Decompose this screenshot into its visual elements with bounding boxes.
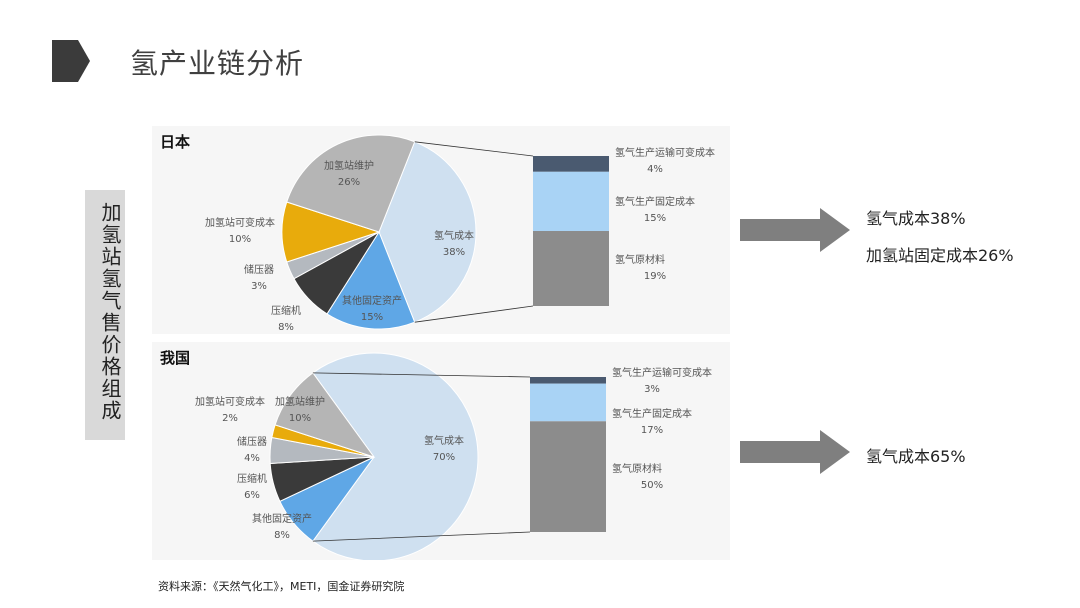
pie-value-label: 15% [361, 312, 383, 323]
pie-value-label: 10% [289, 413, 311, 424]
pie-value-label: 8% [278, 322, 294, 333]
chart-panel-china: 我国 氢气成本 70% 其他固定资产 8% 压缩机 6% 储压器 4% 加氢站可变成本 2% 加氢站… [152, 342, 730, 562]
bar-segment-label: 氢气生产固定成本 [612, 407, 692, 420]
pie-value-label: 10% [229, 234, 251, 245]
bar-segment-value: 17% [641, 425, 663, 436]
arrow-right-icon [740, 430, 850, 474]
chart-title-japan: 日本 [160, 133, 191, 151]
pie-value-label: 4% [244, 453, 260, 464]
bar-segment-label: 氢气原材料 [615, 253, 665, 266]
bar-segment-value: 50% [641, 480, 663, 491]
pie-label: 储压器 [244, 263, 274, 276]
bar-segment-0 [533, 156, 609, 172]
pie-label: 其他固定资产 [252, 512, 312, 525]
pie-label: 加氢站维护 [275, 395, 325, 408]
side-label: 加氢站氢气售价格组成 [98, 202, 122, 422]
page-title: 氢产业链分析 [130, 47, 305, 80]
pie-label: 加氢站维护 [324, 159, 374, 172]
bar-segment-value: 3% [644, 384, 660, 395]
pie-value-label: 6% [244, 490, 260, 501]
connector-line [414, 305, 534, 323]
bar-segment-label: 氢气生产运输可变成本 [612, 366, 712, 379]
pie-value-label: 26% [338, 177, 360, 188]
bar-segment-2 [530, 421, 606, 532]
bar-segment-1 [533, 171, 609, 231]
bar-segment-label: 氢气原材料 [612, 462, 662, 475]
title-marker-icon [52, 40, 90, 82]
pie-value-label: 2% [222, 413, 238, 424]
bar-segment-label: 氢气生产运输可变成本 [615, 146, 715, 159]
bar-segment-value: 19% [644, 271, 666, 282]
pie-slice-0 [378, 141, 477, 323]
pie-value-label: 8% [274, 530, 290, 541]
pie-slice-1 [326, 230, 416, 330]
bar-segment-value: 15% [644, 213, 666, 224]
pie-value-label: 3% [251, 281, 267, 292]
pie-label: 加氢站可变成本 [195, 395, 265, 408]
bar-segment-2 [533, 231, 609, 306]
chart-china-svg: 氢气成本 70% 其他固定资产 8% 压缩机 6% 储压器 4% 加氢站可变成本 2% 加氢站维护 1… [195, 352, 712, 562]
connector-line [312, 531, 531, 542]
chart-title-china: 我国 [160, 349, 191, 367]
bar-segment-value: 4% [647, 164, 663, 175]
connector-line [414, 141, 534, 157]
summary-china-hydrogen: 氢气成本65% [866, 447, 966, 466]
pie-value-label: 70% [433, 452, 455, 463]
pie-label: 氢气成本 [424, 434, 464, 447]
pie-label: 储压器 [237, 435, 267, 448]
connector-line [312, 372, 531, 378]
side-label-box: 加氢站氢气售价格组成 [85, 190, 125, 440]
summary-japan-hydrogen: 氢气成本38% [866, 209, 966, 228]
bar-segment-0 [530, 377, 606, 384]
pie-label: 压缩机 [271, 304, 301, 317]
summary-japan-station: 加氢站固定成本26% [866, 246, 1014, 265]
bar-segment-label: 氢气生产固定成本 [615, 195, 695, 208]
arrow-right-icon [740, 208, 850, 252]
chart-japan-svg: 氢气成本 38% 其他固定资产 15% 压缩机 8% 储压器 3% 加氢站可变成本 10% 加氢站维… [205, 134, 715, 333]
bar-segment-1 [530, 383, 606, 422]
chart-panel-japan: 日本 氢气成本 38% 其他固定资产 15% 压缩机 8% 储压器 3% 加氢站可变成本 10% 加… [152, 126, 730, 334]
pie-value-label: 38% [443, 247, 465, 258]
pie-label: 其他固定资产 [342, 294, 402, 307]
pie-slice-5 [274, 372, 376, 458]
pie-label: 氢气成本 [434, 229, 474, 242]
pie-slice-5 [286, 134, 416, 233]
source-note: 资料来源：《天然气化工》，METI，国金证券研究院 [158, 580, 405, 593]
pie-label: 加氢站可变成本 [205, 216, 275, 229]
pie-label: 压缩机 [237, 472, 267, 485]
